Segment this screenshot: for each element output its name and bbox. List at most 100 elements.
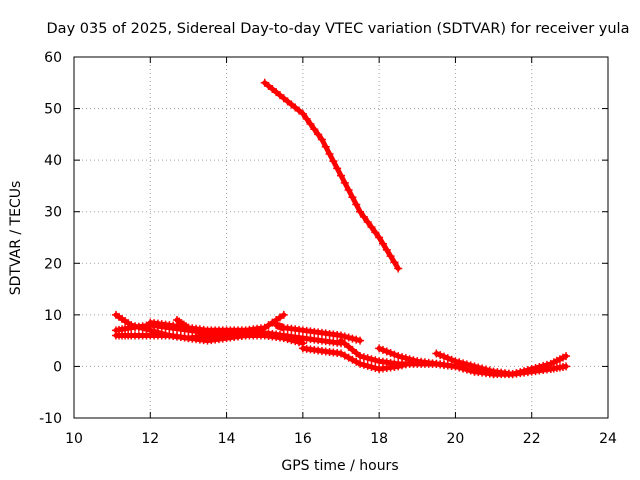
data-point [329,157,338,166]
y-tick-label: 40 [44,153,62,169]
x-tick-label: 18 [370,431,388,447]
data-point [325,149,334,158]
data-point [363,218,372,227]
data-point [367,223,376,232]
y-tick-label: 0 [53,359,62,375]
data-point [394,264,403,273]
data-point [375,233,384,242]
series-track-11 [470,352,571,379]
data-point [184,323,193,332]
data-point [382,347,391,356]
data-point [298,109,307,118]
series-track-high [260,78,403,273]
data-point [401,354,410,363]
data-point [356,352,365,361]
data-point [436,351,445,360]
data-point [432,349,441,358]
data-point [527,365,536,374]
data-point [481,368,490,377]
data-point [378,239,387,248]
data-point [161,330,170,339]
x-tick-label: 22 [523,431,541,447]
series-track-6 [272,321,365,345]
y-axis-label: SDTVAR / TECUs [8,181,24,296]
data-point [398,353,407,362]
data-point [386,349,395,358]
data-point [359,353,368,362]
data-point [321,142,330,151]
data-point [474,366,483,375]
data-point [310,125,319,134]
data-point [348,334,357,343]
data-point [363,361,372,370]
y-tick-label: 30 [44,205,62,221]
data-point [340,332,349,341]
x-tick-label: 12 [141,431,159,447]
data-point [352,335,361,344]
data-point [188,325,197,334]
series-line [262,80,401,271]
data-point [348,193,357,202]
x-tick-label: 14 [218,431,236,447]
data-point [337,171,345,180]
data-point [333,164,342,173]
data-point [199,329,208,338]
data-point [451,357,460,366]
y-tick-label: -10 [39,411,62,427]
data-point [356,359,365,368]
data-point [455,358,464,367]
y-tick-label: 10 [44,308,62,324]
data-point [535,362,544,371]
data-point [367,355,376,364]
data-point [340,178,349,187]
data-point [306,120,315,129]
data-point [279,334,288,343]
data-point [359,360,368,369]
data-point [359,212,368,221]
data-point [382,245,391,254]
data-point [371,228,380,237]
x-tick-label: 24 [599,431,617,447]
data-point [378,345,387,354]
data-point [439,352,448,361]
chart-title: Day 035 of 2025, Sidereal Day-to-day VTE… [47,21,630,37]
data-point [195,328,204,337]
data-point [390,350,399,359]
data-point [356,207,365,216]
x-tick-label: 20 [447,431,465,447]
y-tick-label: 50 [44,102,62,118]
data-point [485,369,494,378]
plot-frame [73,56,609,419]
data-point [375,344,384,353]
data-point [352,200,361,209]
x-axis-label: GPS time / hours [281,458,398,474]
data-point [405,355,414,364]
series-layer [111,78,571,379]
y-tick-label: 60 [44,50,62,66]
data-point [470,365,479,374]
data-point [531,363,540,372]
data-point [371,356,380,365]
data-point [562,362,571,371]
data-point [462,360,471,369]
data-point [344,186,353,195]
data-point [291,337,300,346]
data-point [512,369,521,378]
data-point [520,367,529,376]
data-point [443,354,452,363]
data-point [192,326,201,335]
data-point [283,335,292,344]
data-point [516,368,525,377]
data-point [562,352,571,361]
data-point [539,361,548,370]
y-tick-label: 20 [44,256,62,272]
data-point [478,367,487,376]
data-point [447,355,456,364]
series-track-5 [172,316,307,348]
data-point [394,352,403,361]
data-point [390,258,399,267]
data-point [459,359,468,368]
data-point [523,366,532,375]
data-point [279,310,288,319]
data-point [466,361,475,370]
